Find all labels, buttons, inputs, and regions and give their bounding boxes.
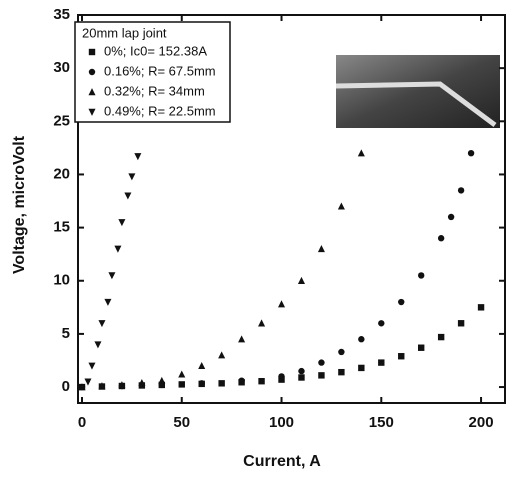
point — [378, 359, 385, 366]
y-tick-label: 10 — [53, 272, 70, 289]
point — [88, 108, 96, 116]
point — [198, 361, 206, 369]
point — [358, 336, 365, 343]
point — [118, 219, 126, 227]
point — [108, 272, 116, 280]
legend-label: 0.32%; R= 34mm — [104, 83, 205, 98]
legend-label: 0.49%; R= 22.5mm — [104, 103, 216, 118]
point — [318, 359, 325, 366]
point — [118, 381, 126, 389]
point — [317, 245, 325, 253]
point — [398, 353, 405, 360]
point — [238, 335, 246, 343]
point — [378, 320, 385, 327]
y-tick-label: 0 — [62, 378, 70, 395]
point — [398, 298, 405, 306]
point — [218, 351, 226, 359]
legend-label: 0.16%; R= 67.5mm — [104, 63, 216, 78]
point — [88, 68, 96, 76]
point — [128, 173, 136, 181]
point — [278, 373, 285, 380]
point — [358, 364, 365, 372]
y-tick-label: 35 — [53, 6, 70, 23]
point — [457, 320, 465, 327]
point — [178, 370, 186, 378]
y-tick-label: 25 — [53, 112, 70, 129]
point — [297, 276, 305, 284]
point — [278, 300, 286, 308]
point — [467, 149, 475, 157]
point — [98, 382, 106, 390]
point — [437, 235, 445, 242]
point — [178, 381, 185, 388]
legend-label: 0%; Ic0= 152.38A — [104, 43, 207, 58]
point — [417, 272, 425, 279]
y-tick-label: 30 — [53, 59, 70, 76]
point — [238, 377, 245, 384]
point — [198, 380, 205, 387]
legend-title: 20mm lap joint — [82, 25, 167, 40]
point — [158, 376, 166, 384]
y-axis-label: Voltage, microVolt — [11, 135, 28, 274]
point — [98, 320, 106, 328]
point — [138, 378, 146, 387]
point — [114, 245, 122, 253]
point — [104, 298, 112, 306]
point — [447, 213, 455, 221]
point — [337, 202, 345, 210]
point — [417, 344, 425, 351]
point — [124, 192, 132, 200]
point — [298, 374, 305, 381]
y-tick-label: 20 — [53, 165, 70, 182]
point — [84, 378, 92, 386]
point — [338, 368, 345, 376]
x-tick-label: 200 — [469, 414, 494, 431]
point — [457, 187, 465, 194]
point — [88, 88, 96, 96]
y-tick-label: 5 — [62, 325, 70, 342]
point — [218, 380, 225, 387]
y-tick-label: 15 — [53, 219, 70, 236]
point — [134, 153, 142, 161]
x-tick-label: 100 — [269, 414, 294, 431]
point — [88, 362, 96, 370]
point — [338, 348, 345, 356]
point — [94, 341, 102, 349]
legend-box — [74, 21, 231, 123]
point — [298, 367, 305, 375]
point — [318, 372, 325, 379]
inset-photo — [336, 55, 500, 128]
plot-frame — [77, 14, 506, 404]
point — [437, 333, 445, 341]
x-tick-label: 50 — [173, 414, 190, 431]
point — [258, 378, 265, 385]
point — [258, 319, 266, 327]
x-axis-label: Current, A — [243, 453, 321, 470]
inset-joint — [335, 81, 497, 128]
x-tick-label: 0 — [78, 414, 86, 431]
point — [88, 48, 96, 56]
point — [78, 383, 86, 391]
x-tick-label: 150 — [369, 414, 394, 431]
point — [357, 149, 365, 157]
point — [477, 304, 485, 311]
